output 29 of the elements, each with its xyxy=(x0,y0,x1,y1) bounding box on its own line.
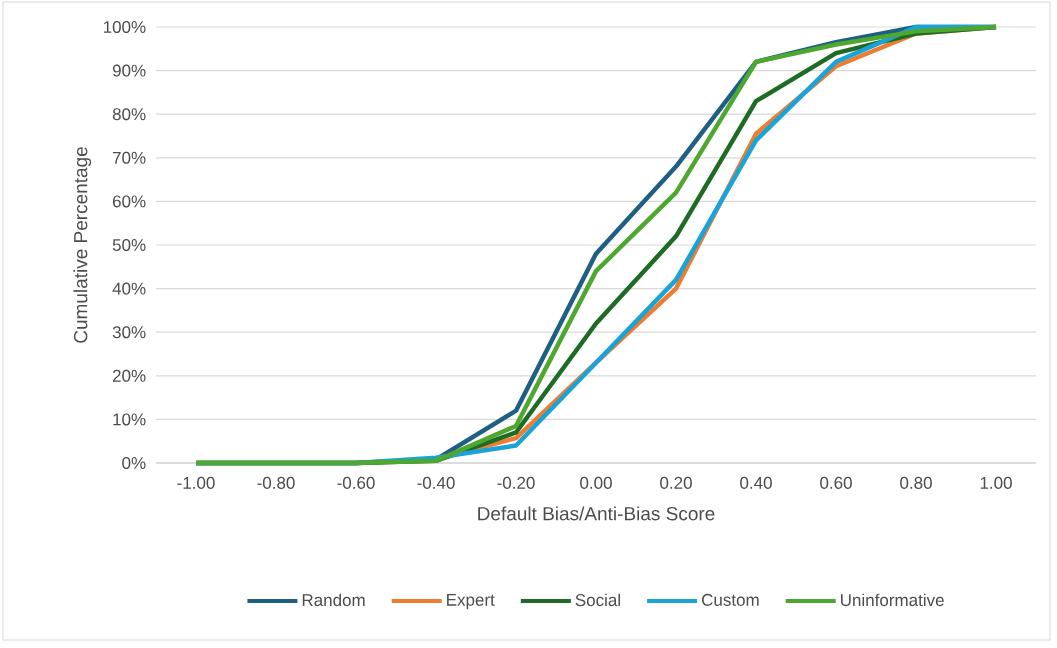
y-tick-label: 90% xyxy=(112,64,146,77)
x-tick-label: 0.00 xyxy=(580,476,612,489)
y-axis-title: Cumulative Percentage xyxy=(73,147,92,343)
y-tick-label: 60% xyxy=(112,195,146,208)
x-tick-label: 0.80 xyxy=(900,476,932,489)
x-tick-label: 0.20 xyxy=(660,476,692,489)
y-tick-label: 50% xyxy=(112,238,146,252)
y-tick-label: 30% xyxy=(112,326,146,339)
legend-label: Random xyxy=(302,593,365,607)
x-tick-label: -0.60 xyxy=(337,476,375,489)
y-tick-label: 70% xyxy=(112,151,146,164)
x-tick-label: 0.40 xyxy=(740,476,772,489)
legend-label: Social xyxy=(575,593,620,607)
x-tick-label: -1.00 xyxy=(177,476,215,489)
y-tick-label: 100% xyxy=(103,20,146,34)
x-tick-label: -0.20 xyxy=(497,476,535,489)
x-tick-label: 1.00 xyxy=(980,476,1012,489)
x-tick-label: -0.80 xyxy=(257,476,295,489)
legend-label: Uninformative xyxy=(841,593,944,607)
legend-label: Custom xyxy=(701,593,759,606)
y-tick-label: 20% xyxy=(112,369,146,382)
legend-label: Expert xyxy=(447,593,495,610)
x-tick-label: 0.60 xyxy=(820,476,852,489)
x-tick-label: -0.40 xyxy=(417,476,455,489)
x-axis-title: Default Bias/Anti-Bias Score xyxy=(478,506,715,521)
y-tick-label: 40% xyxy=(112,282,146,295)
y-tick-label: 80% xyxy=(112,108,146,121)
y-tick-label: 0% xyxy=(122,456,146,470)
y-tick-label: 10% xyxy=(113,413,146,426)
